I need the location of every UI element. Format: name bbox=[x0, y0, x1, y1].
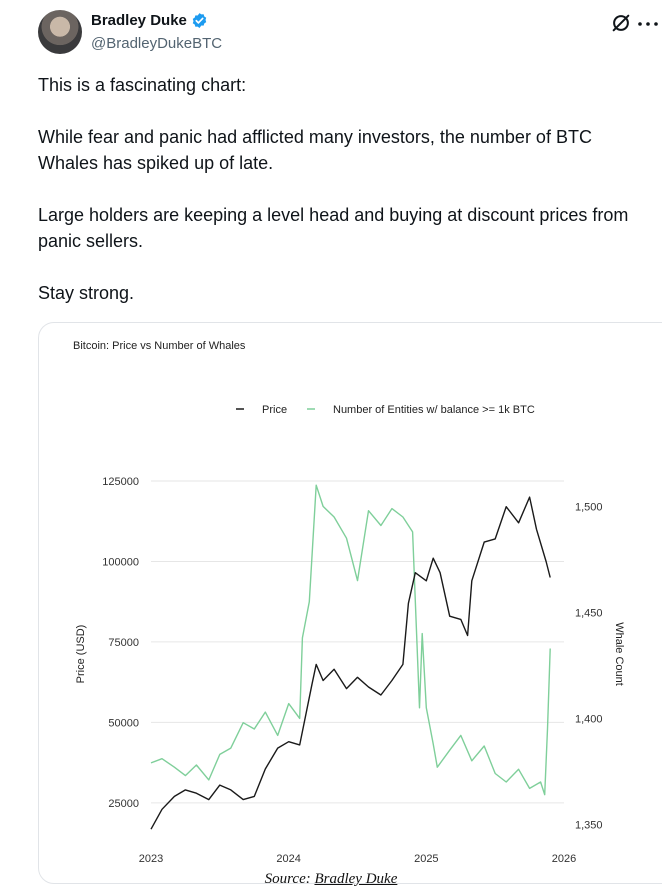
left-tick-label: 50000 bbox=[108, 717, 139, 729]
caption-source-link[interactable]: Bradley Duke bbox=[314, 871, 398, 887]
right-tick-label: 1,450 bbox=[575, 607, 603, 619]
tweet-text: This is a fascinating chart: While fear … bbox=[38, 72, 648, 332]
author-handle[interactable]: @BradleyDukeBTC bbox=[91, 35, 223, 52]
x-tick-label: 2023 bbox=[139, 853, 163, 865]
verified-badge-icon bbox=[192, 13, 207, 28]
grok-icon[interactable] bbox=[610, 12, 632, 34]
legend-price-label: Price bbox=[262, 404, 287, 416]
chart-card[interactable]: Bitcoin: Price vs Number of Whales Price… bbox=[38, 322, 662, 884]
x-tick-label: 2025 bbox=[414, 853, 438, 865]
x-axis-ticks: 2023 2024 2025 2026 bbox=[139, 853, 576, 865]
left-tick-label: 125000 bbox=[102, 476, 139, 488]
right-tick-label: 1,500 bbox=[575, 501, 603, 513]
price-vs-whales-chart: Bitcoin: Price vs Number of Whales Price… bbox=[73, 340, 625, 865]
author-name-row: Bradley Duke bbox=[91, 12, 208, 29]
chart-grid bbox=[151, 480, 564, 804]
right-tick-label: 1,400 bbox=[575, 713, 603, 725]
left-tick-label: 75000 bbox=[108, 637, 139, 649]
legend-whales-label: Number of Entities w/ balance >= 1k BTC bbox=[333, 404, 535, 416]
right-tick-label: 1,350 bbox=[575, 819, 603, 831]
chart-title: Bitcoin: Price vs Number of Whales bbox=[73, 340, 246, 352]
left-tick-label: 25000 bbox=[108, 798, 139, 810]
left-axis-ticks: 25000 50000 75000 100000 125000 bbox=[102, 476, 139, 810]
left-tick-label: 100000 bbox=[102, 556, 139, 568]
chart-series bbox=[150, 484, 551, 830]
tweet-paragraph: While fear and panic had afflicted many … bbox=[38, 127, 592, 173]
whale-count-series-line bbox=[150, 484, 551, 796]
tweet-header: Bradley Duke @BradleyDukeBTC bbox=[38, 10, 658, 56]
right-axis-ticks: 1,350 1,400 1,450 1,500 bbox=[575, 501, 603, 831]
chart-legend: Price Number of Entities w/ balance >= 1… bbox=[236, 404, 535, 416]
price-series-line bbox=[150, 496, 551, 830]
tweet-paragraph: Stay strong. bbox=[38, 283, 135, 303]
tweet-paragraph: Large holders are keeping a level head a… bbox=[38, 205, 629, 251]
image-caption: Source: Bradley Duke bbox=[0, 871, 662, 888]
avatar[interactable] bbox=[38, 10, 82, 54]
caption-prefix: Source: bbox=[264, 871, 311, 887]
x-tick-label: 2026 bbox=[552, 853, 576, 865]
more-options-icon[interactable] bbox=[638, 22, 658, 26]
right-axis-label: Whale Count bbox=[613, 622, 625, 686]
tweet-paragraph: This is a fascinating chart: bbox=[38, 75, 247, 95]
x-tick-label: 2024 bbox=[276, 853, 300, 865]
left-axis-label: Price (USD) bbox=[75, 625, 87, 684]
author-name[interactable]: Bradley Duke bbox=[91, 12, 187, 29]
